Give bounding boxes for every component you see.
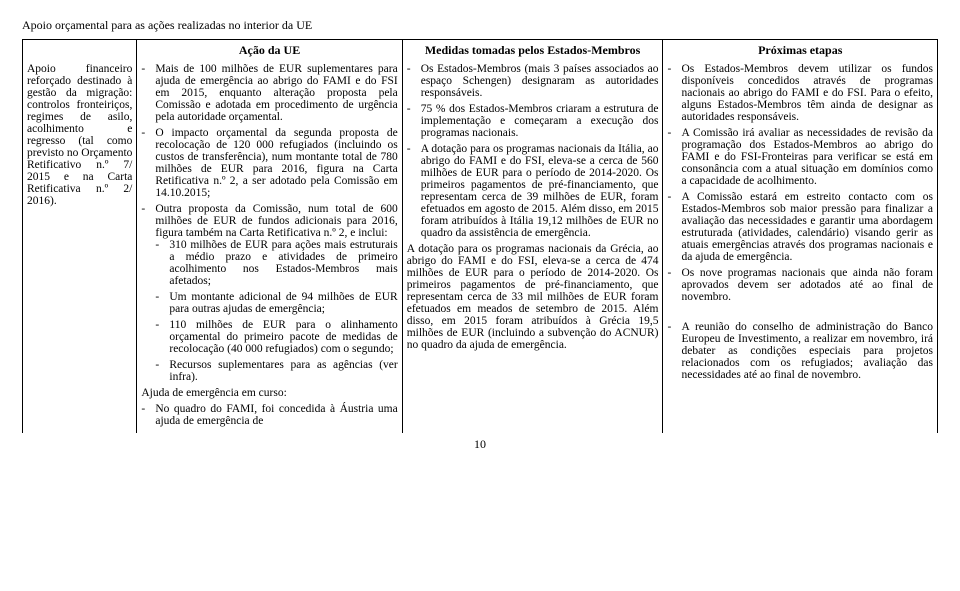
cell-col3: Os Estados-Membros (mais 3 países associ… [402,61,663,433]
cell-col1: Apoio financeiro reforçado destinado à g… [23,61,137,433]
col2-item: No quadro do FAMI, foi concedida à Áustr… [141,403,397,427]
col3-paragraph: A dotação para os programas nacionais da… [407,243,659,351]
spacer [667,307,933,321]
col2-subitem: Um montante adicional de 94 milhões de E… [155,291,397,315]
header-col2: Ação da UE [137,40,402,62]
col4-item: Os Estados-Membros devem utilizar os fun… [667,63,933,123]
col4-item: A reunião do conselho de administração d… [667,321,933,381]
header-col1 [23,40,137,62]
col2-item3-text: Outra proposta da Comissão, num total de… [155,203,397,239]
page-number: 10 [22,437,938,452]
col4-item: A Comissão estará em estreito contacto c… [667,191,933,263]
cell-col4: Os Estados-Membros devem utilizar os fun… [663,61,938,433]
header-col3: Medidas tomadas pelos Estados-Membros [402,40,663,62]
col2-subitem: 310 milhões de EUR para ações mais estru… [155,239,397,287]
col2-item: Mais de 100 milhões de EUR suplementares… [141,63,397,123]
col2-item: Outra proposta da Comissão, num total de… [141,203,397,383]
col2-item: O impacto orçamental da segunda proposta… [141,127,397,199]
col3-item: A dotação para os programas nacionais da… [407,143,659,239]
document-section-title: Apoio orçamental para as ações realizada… [22,18,938,33]
col2-subitem: Recursos suplementares para as agências … [155,359,397,383]
col2-subitem: 110 milhões de EUR para o alinhamento or… [155,319,397,355]
content-table: Ação da UE Medidas tomadas pelos Estados… [22,39,938,433]
col3-item: 75 % dos Estados-Membros criaram a estru… [407,103,659,139]
col3-item: Os Estados-Membros (mais 3 países associ… [407,63,659,99]
col4-item: Os nove programas nacionais que ainda nã… [667,267,933,303]
col2-subheading: Ajuda de emergência em curso: [141,387,397,399]
cell-col2: Mais de 100 milhões de EUR suplementares… [137,61,402,433]
header-col4: Próximas etapas [663,40,938,62]
col1-text: Apoio financeiro reforçado destinado à g… [27,63,132,207]
col4-item: A Comissão irá avaliar as necessidades d… [667,127,933,187]
